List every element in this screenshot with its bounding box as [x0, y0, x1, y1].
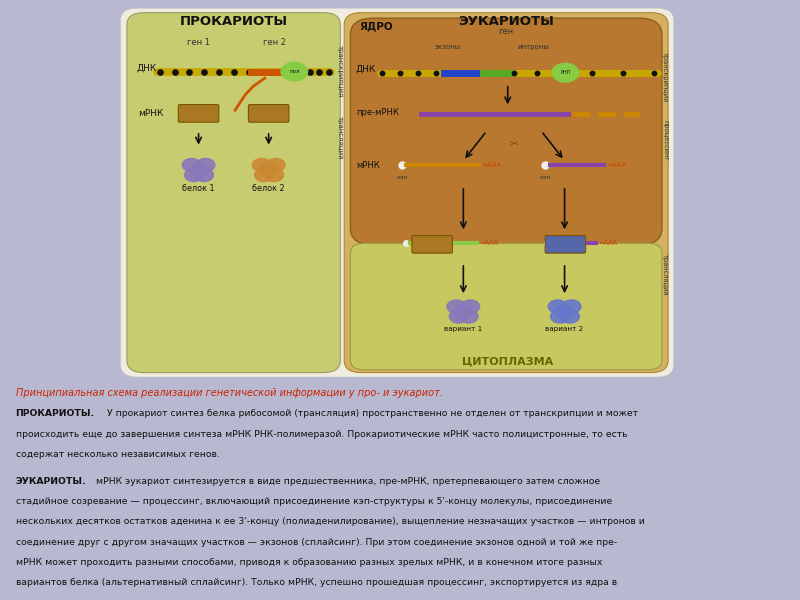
Text: =ААА: =ААА: [598, 240, 617, 246]
Text: ЭУКАРИОТЫ.: ЭУКАРИОТЫ.: [15, 476, 86, 485]
Text: вариантов белка (альтернативный сплайсинг). Только мРНК, успешно прошедшая проце: вариантов белка (альтернативный сплайсин…: [15, 578, 617, 587]
Text: ген 2: ген 2: [262, 38, 286, 47]
Text: ЭУКАРИОТЫ: ЭУКАРИОТЫ: [458, 15, 554, 28]
Circle shape: [266, 158, 285, 172]
FancyBboxPatch shape: [249, 104, 289, 122]
Text: ПРОКАРИОТЫ: ПРОКАРИОТЫ: [179, 15, 288, 28]
Circle shape: [450, 310, 468, 323]
FancyBboxPatch shape: [178, 104, 219, 122]
Circle shape: [190, 163, 208, 176]
Text: пол: пол: [289, 69, 300, 74]
Text: мРНК может проходить разными способами, приводя к образованию разных зрелых мРНК: мРНК может проходить разными способами, …: [15, 558, 602, 567]
Text: транскрипция: транскрипция: [662, 52, 668, 102]
FancyBboxPatch shape: [350, 243, 662, 370]
Circle shape: [447, 300, 466, 313]
Text: белок 2: белок 2: [252, 184, 285, 193]
Text: ✂: ✂: [510, 138, 518, 148]
Circle shape: [562, 300, 581, 313]
Text: нескольких десятков остатков аденина к ее 3'-концу (полиаденилирование), выщепле: нескольких десятков остатков аденина к е…: [15, 517, 645, 526]
Circle shape: [461, 300, 480, 313]
FancyBboxPatch shape: [412, 236, 453, 253]
Text: ДНК: ДНК: [136, 64, 157, 73]
Text: Принципиальная схема реализации генетической информации у про- и эукариот.: Принципиальная схема реализации генетиче…: [15, 388, 442, 398]
Circle shape: [459, 310, 478, 323]
Text: соединение друг с другом значащих участков — экзонов (сплайсинг). При этом соеди: соединение друг с другом значащих участк…: [15, 538, 617, 547]
Text: вариант 2: вариант 2: [546, 326, 584, 332]
Text: У прокариот синтез белка рибосомой (трансляция) пространственно не отделен от тр: У прокариот синтез белка рибосомой (тран…: [103, 409, 638, 418]
Circle shape: [550, 310, 570, 323]
FancyBboxPatch shape: [350, 18, 662, 245]
Text: =ААА: =ААА: [482, 162, 502, 168]
FancyBboxPatch shape: [127, 13, 340, 373]
Text: ПРОКАРИОТЫ.: ПРОКАРИОТЫ.: [15, 409, 94, 418]
Text: кэп: кэп: [539, 175, 550, 180]
Circle shape: [265, 169, 283, 182]
Circle shape: [281, 62, 307, 81]
Text: мРНК: мРНК: [356, 161, 380, 170]
Text: белок 1: белок 1: [182, 184, 215, 193]
Text: ЦИТОПЛАЗМА: ЦИТОПЛАЗМА: [462, 356, 554, 367]
Text: ЯДРО: ЯДРО: [360, 22, 394, 31]
Text: вариант 1: вариант 1: [444, 326, 482, 332]
FancyBboxPatch shape: [121, 8, 674, 377]
Text: ген 1: ген 1: [187, 38, 210, 47]
Circle shape: [561, 310, 579, 323]
Circle shape: [548, 300, 567, 313]
Text: ген: ген: [498, 28, 514, 37]
Text: трансляция: трансляция: [662, 254, 668, 296]
Text: экзоны: экзоны: [434, 44, 461, 50]
FancyBboxPatch shape: [344, 13, 668, 373]
Text: цитоплазму и вовлекается в трансляцию.: цитоплазму и вовлекается в трансляцию.: [15, 599, 222, 600]
Text: процессинг: процессинг: [662, 120, 668, 161]
Circle shape: [194, 169, 214, 182]
Circle shape: [555, 305, 574, 318]
Text: интроны: интроны: [518, 44, 550, 50]
Text: =ААА: =ААА: [606, 162, 626, 168]
Text: мРНК эукариот синтезируется в виде предшественника, пре-мРНК, претерпевающего за: мРНК эукариот синтезируется в виде предш…: [94, 476, 601, 485]
Circle shape: [252, 158, 271, 172]
Circle shape: [454, 305, 473, 318]
Circle shape: [182, 158, 201, 172]
Text: =ААА: =ААА: [479, 240, 498, 246]
Text: стадийное созревание — процессинг, включающий присоединение кэп-структуры к 5'-к: стадийное созревание — процессинг, включ…: [15, 497, 612, 506]
Text: пре-мРНК: пре-мРНК: [356, 109, 398, 118]
Text: трансляция: трансляция: [337, 116, 343, 159]
Text: происходить еще до завершения синтеза мРНК РНК-полимеразой. Прокариотические мРН: происходить еще до завершения синтеза мР…: [15, 430, 627, 439]
Circle shape: [185, 169, 203, 182]
Text: содержат несколько независимых генов.: содержат несколько независимых генов.: [15, 450, 219, 459]
FancyBboxPatch shape: [545, 236, 586, 253]
Text: мРНК: мРНК: [138, 109, 163, 118]
Circle shape: [552, 63, 578, 82]
Text: кэп: кэп: [396, 175, 407, 180]
Circle shape: [196, 158, 215, 172]
Text: ДНК: ДНК: [356, 64, 376, 73]
Circle shape: [254, 169, 274, 182]
Circle shape: [259, 163, 278, 176]
Text: транскрипция: транскрипция: [337, 46, 343, 98]
Text: РНП: РНП: [560, 70, 570, 75]
